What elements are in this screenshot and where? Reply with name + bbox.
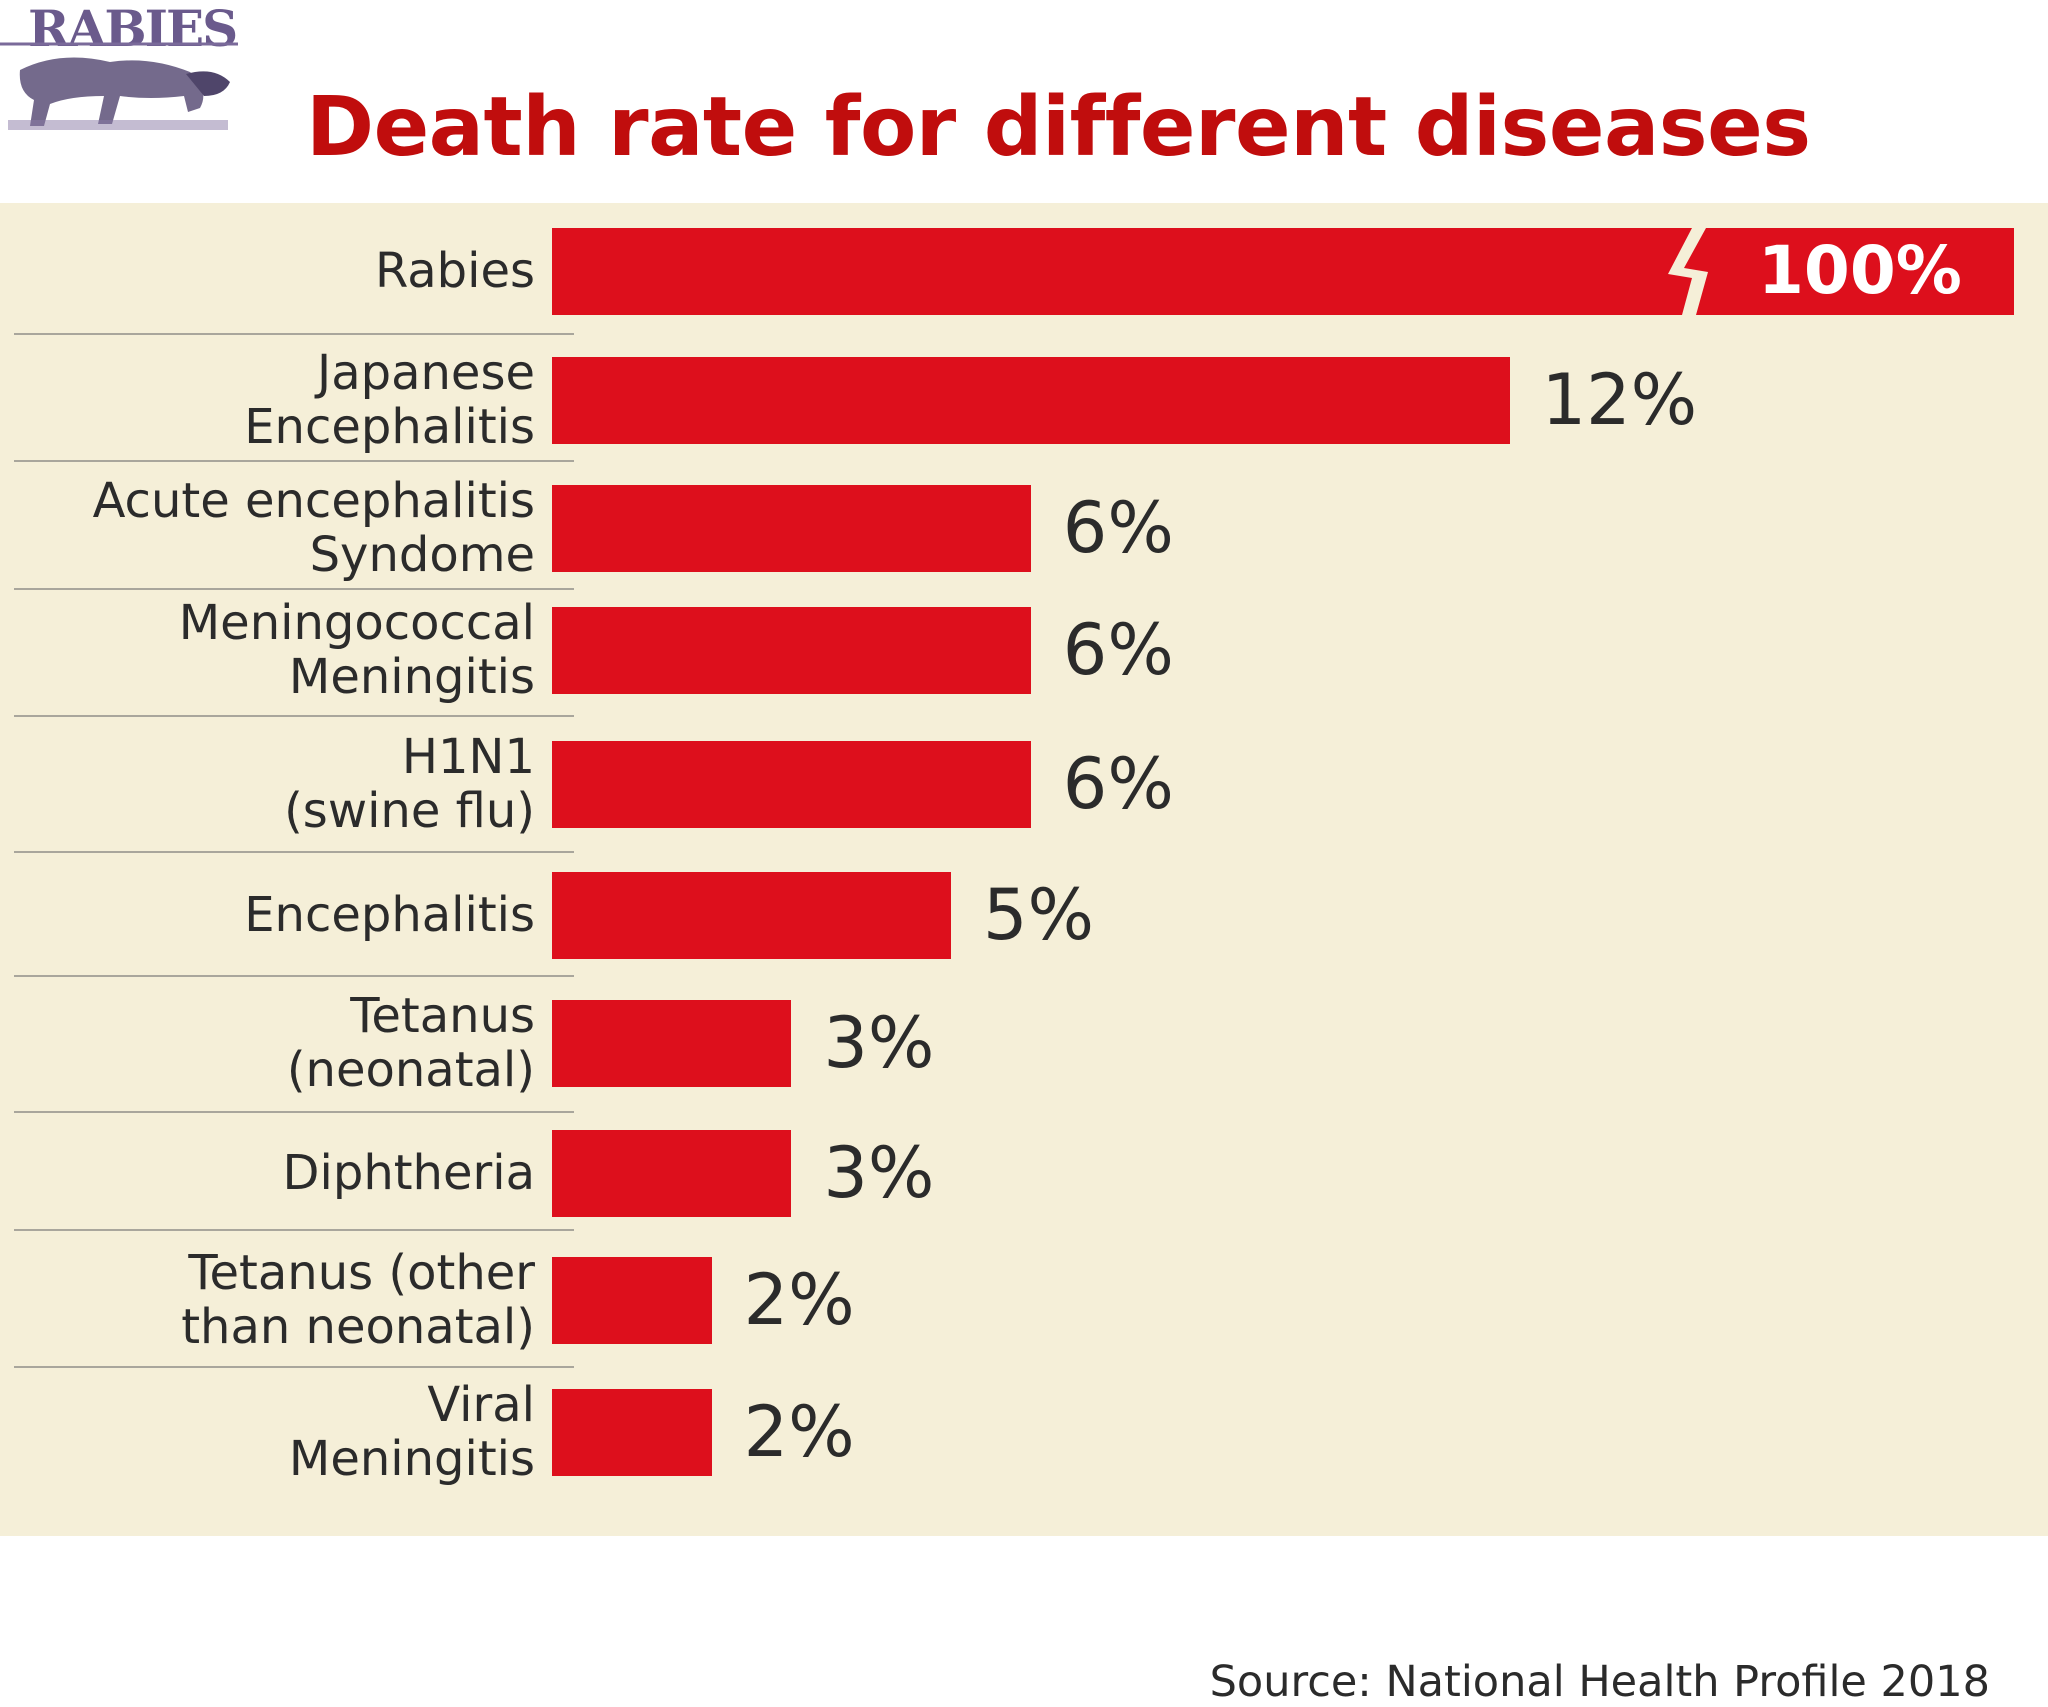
value-label: 12%	[1541, 359, 1698, 441]
category-label-line: Acute encephalitis	[92, 473, 535, 529]
category-label-line: Meningococcal	[178, 595, 535, 651]
category-label-line: Tetanus	[350, 988, 535, 1044]
value-label: 6%	[1062, 609, 1174, 691]
category-label: Tetanus (neonatal)	[0, 989, 535, 1097]
category-label: Acute encephalitis Syndome	[0, 474, 535, 582]
row-separator	[14, 333, 574, 335]
row-separator	[14, 715, 574, 717]
slide-title: Death rate for different diseases	[306, 80, 1811, 175]
bar	[552, 606, 1031, 694]
category-label-line: Viral	[427, 1377, 535, 1433]
category-label-line: (swine flu)	[284, 783, 535, 839]
category-label-line: Syndome	[309, 527, 535, 583]
bar	[552, 871, 951, 959]
bar	[552, 227, 2014, 315]
row-separator	[14, 460, 574, 462]
category-label-line: Encephalitis	[244, 887, 535, 943]
value-label: 100%	[1758, 232, 1962, 309]
category-label: Rabies	[0, 244, 535, 298]
row-separator	[14, 975, 574, 977]
rabies-logo: RABIES	[0, 0, 240, 150]
rabies-logo-graphic: RABIES	[0, 0, 238, 130]
bar	[552, 1388, 712, 1476]
value-label: 6%	[1062, 743, 1174, 825]
chart-source: Source: National Health Profile 2018	[1209, 1657, 1990, 1707]
row-separator	[14, 1229, 574, 1231]
category-label-line: Diphtheria	[282, 1145, 535, 1201]
bar	[552, 999, 792, 1087]
bar	[552, 484, 1031, 572]
category-label: Meningococcal Meningitis	[0, 596, 535, 704]
category-label-line: than neonatal)	[181, 1299, 535, 1355]
category-label: Encephalitis	[0, 888, 535, 942]
category-label: Japanese Encephalitis	[0, 346, 535, 454]
value-label: 3%	[823, 1002, 935, 1084]
category-label: Viral Meningitis	[0, 1378, 535, 1486]
bar	[552, 356, 1510, 444]
category-label-line: (neonatal)	[286, 1042, 535, 1098]
value-label: 2%	[743, 1259, 855, 1341]
category-label-line: Japanese	[317, 345, 535, 401]
row-separator	[14, 1366, 574, 1368]
category-label: Tetanus (other than neonatal)	[0, 1246, 535, 1354]
category-label-line: H1N1	[401, 729, 535, 785]
category-label: Diphtheria	[0, 1146, 535, 1200]
bar	[552, 1129, 792, 1217]
value-label: 5%	[983, 874, 1095, 956]
bar	[552, 740, 1031, 828]
category-label-line: Meningitis	[288, 1431, 535, 1487]
value-label: 6%	[1062, 487, 1174, 569]
category-label: H1N1 (swine flu)	[0, 730, 535, 838]
category-label-line: Rabies	[374, 243, 535, 299]
value-label: 3%	[823, 1132, 935, 1214]
axis-break-icon	[1668, 227, 1708, 315]
chart-panel: Rabies 100% Japanese Encephalitis 12% Acute e…	[0, 203, 2048, 1707]
value-label: 2%	[743, 1391, 855, 1473]
row-separator	[14, 588, 574, 590]
svg-text:RABIES: RABIES	[28, 0, 236, 58]
row-separator	[14, 851, 574, 853]
bar	[552, 1256, 712, 1344]
category-label-line: Encephalitis	[244, 399, 535, 455]
row-separator	[14, 1111, 574, 1113]
category-label-line: Tetanus (other	[188, 1245, 535, 1301]
category-label-line: Meningitis	[288, 649, 535, 705]
